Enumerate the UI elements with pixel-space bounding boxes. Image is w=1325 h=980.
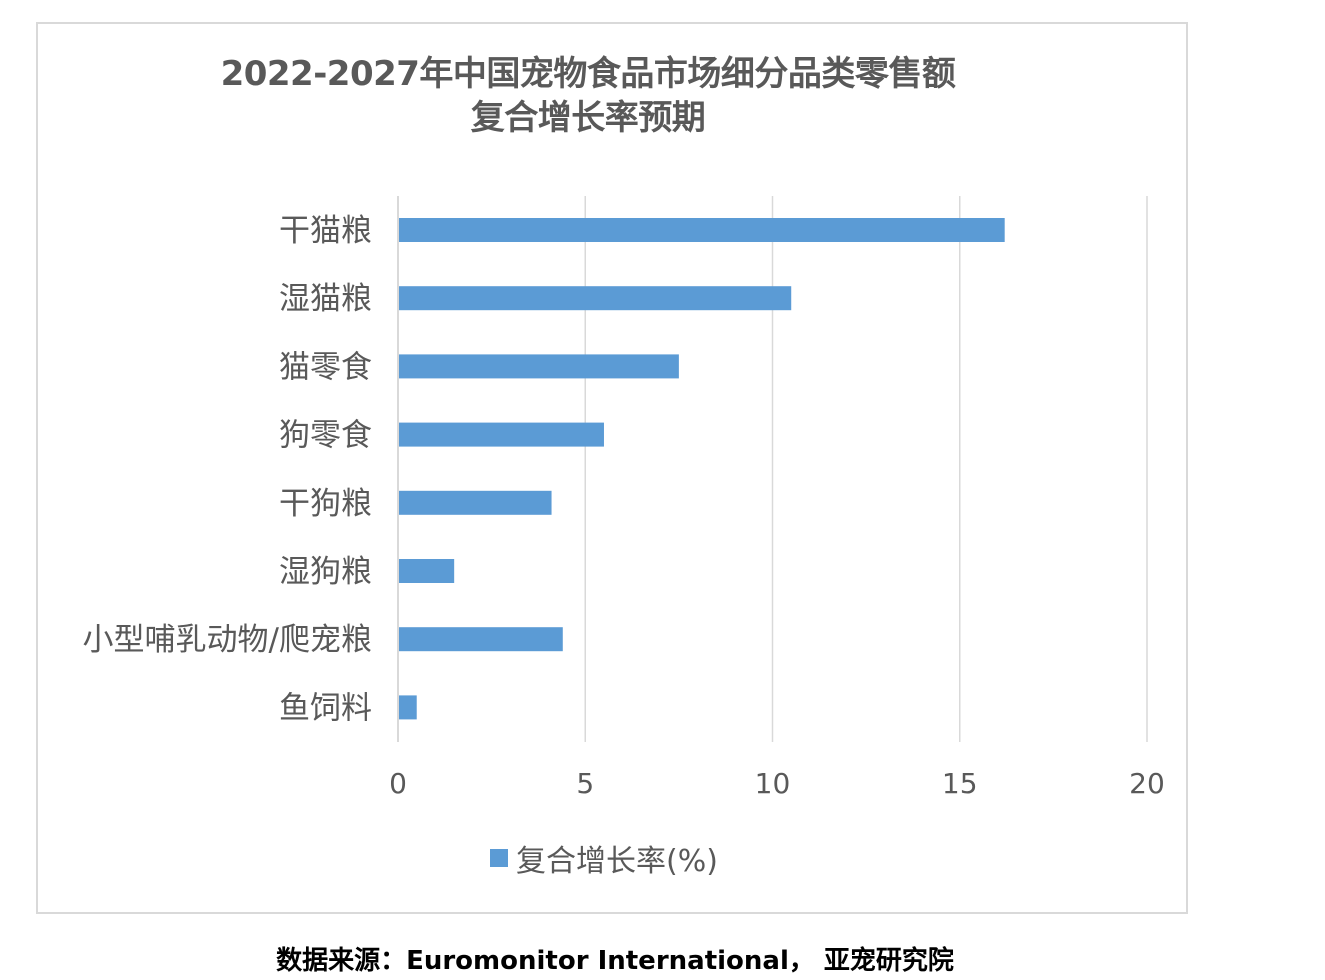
legend-label: 复合增长率(%) (516, 844, 718, 879)
x-tick-label-20: 20 (1129, 767, 1165, 800)
bar-2 (399, 354, 679, 379)
chart-frame (36, 22, 1188, 914)
category-label-2: 猫零食 (279, 349, 372, 385)
bar-0 (399, 218, 1005, 242)
bar-6 (399, 627, 563, 652)
gridlines (397, 196, 1148, 742)
legend-swatch (490, 849, 508, 867)
chart-title: 2022-2027年中国宠物食品市场细分品类零售额 复合增长率预期 (36, 52, 1140, 140)
source-note: 数据来源：Euromonitor International， 亚宠研究院 (276, 946, 954, 976)
category-label-5: 湿狗粮 (279, 554, 372, 590)
bar-5 (399, 559, 455, 583)
bars (399, 218, 1005, 720)
x-tick-label-0: 0 (389, 767, 407, 800)
bar-4 (399, 490, 552, 515)
x-axis-tick-labels: 0 5 10 15 20 (389, 767, 1165, 800)
chart-legend: 复合增长率(%) (490, 838, 718, 879)
category-label-0: 干猫粮 (279, 213, 372, 249)
category-label-7: 鱼饲料 (279, 690, 372, 726)
chart-title-line-1: 2022-2027年中国宠物食品市场细分品类零售额 (220, 54, 956, 94)
bar-3 (399, 422, 604, 447)
category-label-4: 干狗粮 (279, 486, 372, 522)
x-tick-label-5: 5 (576, 767, 594, 800)
category-label-1: 湿猫粮 (279, 281, 372, 317)
x-tick-label-10: 10 (755, 767, 791, 800)
bar-1 (399, 286, 792, 311)
x-tick-label-15: 15 (942, 767, 978, 800)
category-label-3: 狗零食 (279, 418, 372, 454)
bar-7 (399, 695, 417, 720)
category-label-6: 小型哺乳动物/爬宠粮 (83, 622, 372, 658)
chart-title-line-2: 复合增长率预期 (470, 98, 706, 138)
